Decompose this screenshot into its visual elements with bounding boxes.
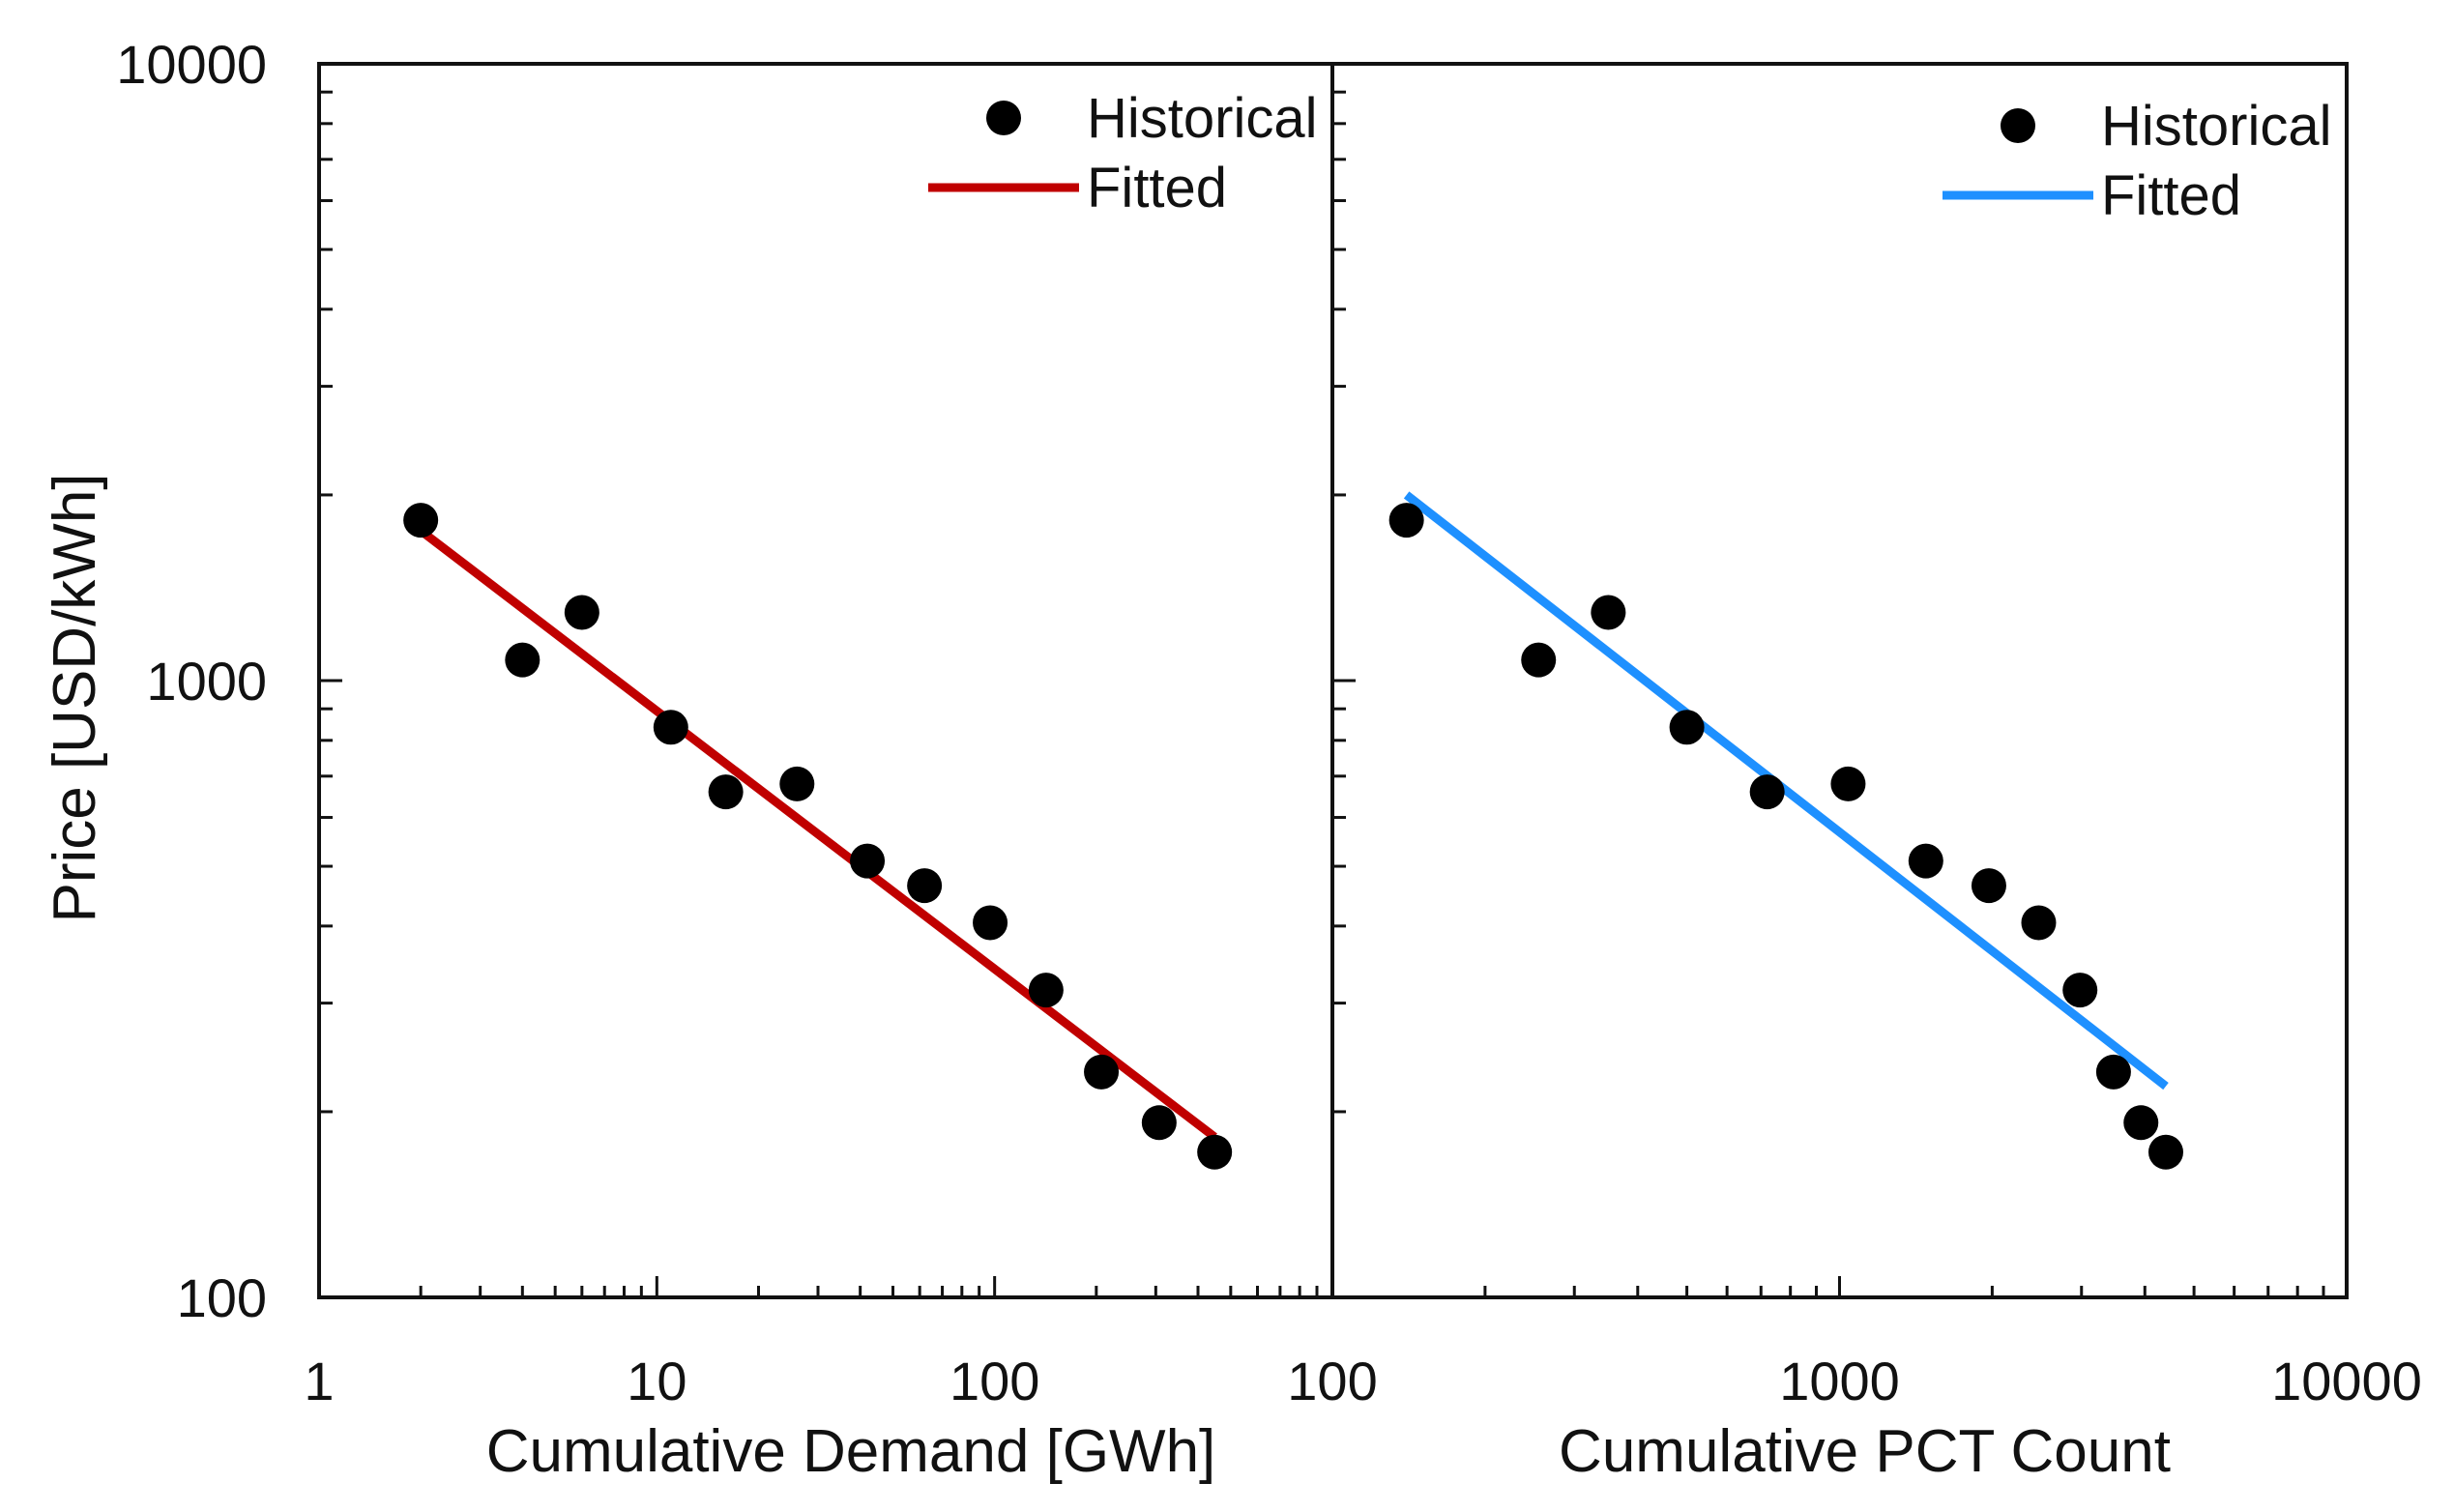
historical-point: [2021, 905, 2057, 941]
historical-point: [2123, 1105, 2159, 1141]
fitted-line: [418, 527, 1217, 1141]
historical-point: [1141, 1105, 1177, 1141]
historical-point: [505, 642, 540, 678]
historical-point: [973, 905, 1008, 941]
legend-historical-marker: [2001, 108, 2035, 143]
x-tick-label: 10: [627, 1351, 687, 1411]
historical-point: [779, 766, 815, 801]
historical-point: [2147, 1134, 2183, 1170]
historical-point: [653, 710, 688, 745]
legend-fitted-label: Fitted: [2101, 164, 2241, 227]
x-tick-label: 1: [304, 1351, 334, 1411]
plot-frame: [1330, 62, 2349, 1299]
x-tick-label: 100: [949, 1351, 1039, 1411]
fitted-line: [1403, 491, 2169, 1090]
historical-point: [708, 774, 744, 810]
historical-point: [403, 503, 439, 538]
historical-point: [1084, 1054, 1120, 1090]
x-axis-title: Cumulative Demand [GWh]: [486, 1418, 1216, 1485]
historical-point: [907, 868, 943, 904]
historical-point: [850, 843, 886, 879]
x-tick-label: 10000: [2271, 1351, 2422, 1411]
historical-point: [1521, 642, 1557, 678]
legend-historical-label: Historical: [1087, 87, 1318, 150]
historical-point: [1971, 868, 2006, 904]
historical-point: [2095, 1054, 2131, 1090]
historical-point: [1028, 973, 1064, 1008]
historical-point: [1197, 1134, 1233, 1170]
historical-point: [1908, 843, 1943, 879]
legend-fitted-label: Fitted: [1087, 157, 1227, 219]
x-tick-label: 100: [1287, 1351, 1377, 1411]
panel-cumulative-pct-count: 100 1000 10000 Cumulative PCT Count Historic…: [1287, 62, 2422, 1485]
x-axis-title: Cumulative PCT Count: [1559, 1418, 2171, 1485]
y-axis-title: Price [USD/kWh]: [42, 473, 108, 922]
historical-point: [2062, 973, 2098, 1008]
y-tick-label: 100: [177, 1267, 267, 1328]
panel-cumulative-demand: 100 1000 10000 1 10 100 Cumulative Demand [GWh…: [116, 34, 1334, 1485]
historical-point: [1830, 766, 1866, 801]
historical-point: [1591, 595, 1626, 630]
historical-point: [1388, 503, 1424, 538]
historical-point: [1669, 710, 1705, 745]
historical-point: [1749, 774, 1785, 810]
y-tick-label: 1000: [146, 651, 267, 712]
x-tick-label: 1000: [1779, 1351, 1900, 1411]
y-tick-label: 10000: [116, 34, 267, 95]
legend-historical-label: Historical: [2101, 95, 2332, 158]
historical-point: [564, 595, 599, 630]
legend-historical-marker: [986, 101, 1021, 135]
